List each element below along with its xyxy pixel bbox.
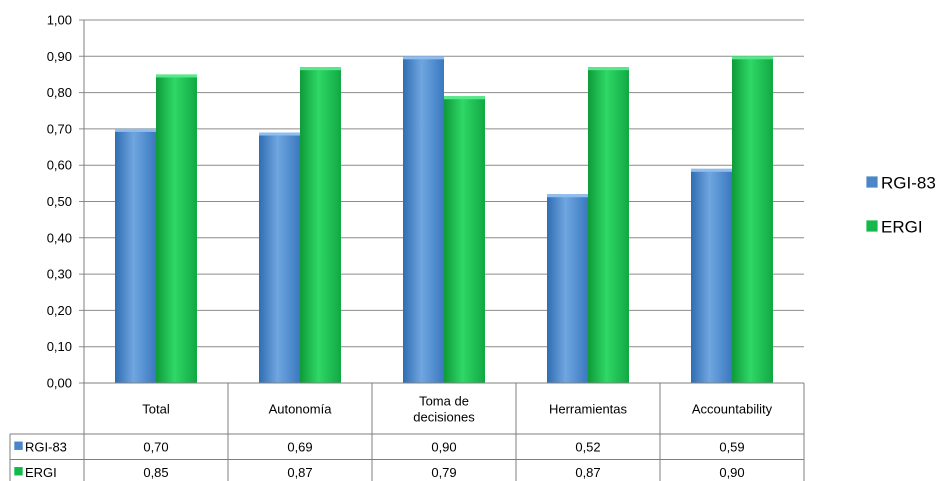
data-label: 0,87	[287, 465, 312, 480]
legend-swatch	[865, 175, 879, 189]
y-tick-label: 0,60	[47, 158, 72, 173]
x-tick-label: Total	[142, 402, 170, 417]
y-tick-label: 0,80	[47, 85, 72, 100]
data-label: 0,59	[719, 439, 744, 454]
legend: RGI-83 ERGI	[865, 174, 936, 237]
legend-swatch	[865, 219, 879, 233]
data-label: 0,90	[431, 439, 456, 454]
x-tick-label: Toma de	[419, 394, 469, 409]
series-name-label: ERGI	[25, 465, 57, 480]
bar-cap	[259, 132, 300, 136]
data-label: 0,90	[719, 465, 744, 480]
y-tick-label: 0,30	[47, 267, 72, 282]
y-tick-label: 0,90	[47, 49, 72, 64]
bar-RGI-83-2	[403, 56, 444, 384]
x-tick-label: Accountability	[692, 402, 773, 417]
bar-ERGI-4	[732, 56, 773, 384]
data-label: 0,79	[431, 465, 456, 480]
data-label: 0,87	[575, 465, 600, 480]
legend-label: RGI-83	[881, 174, 936, 193]
y-tick-label: 0,00	[47, 376, 72, 391]
bar-cap	[547, 194, 588, 198]
series-name-label: RGI-83	[25, 439, 67, 454]
bar-cap	[300, 67, 341, 71]
y-tick-label: 0,70	[47, 121, 72, 136]
bar-RGI-83-1	[259, 132, 300, 383]
data-label: 0,70	[143, 439, 168, 454]
bars	[115, 56, 773, 384]
x-tick-label: Herramientas	[549, 402, 628, 417]
legend-key-ERGI	[13, 466, 24, 477]
bar-ERGI-3	[588, 67, 629, 383]
bar-cap	[444, 96, 485, 100]
legend-label: ERGI	[881, 218, 923, 237]
bar-RGI-83-3	[547, 194, 588, 383]
bar-cap	[588, 67, 629, 71]
bar-cap	[732, 56, 773, 60]
bar-cap	[403, 56, 444, 60]
y-tick-label: 0,20	[47, 303, 72, 318]
bar-ERGI-2	[444, 96, 485, 383]
y-tick-label: 0,40	[47, 230, 72, 245]
bar-RGI-83-4	[691, 168, 732, 383]
x-tick-label: Autonomía	[269, 402, 333, 417]
data-label: 0,85	[143, 465, 168, 480]
bar-cap	[115, 128, 156, 132]
y-tick-label: 0,10	[47, 339, 72, 354]
x-tick-label: decisiones	[413, 410, 475, 425]
data-label: 0,69	[287, 439, 312, 454]
bar-ERGI-0	[156, 74, 197, 383]
data-label: 0,52	[575, 439, 600, 454]
y-tick-label: 1,00	[47, 13, 72, 28]
legend-key-RGI-83	[13, 440, 24, 451]
y-tick-label: 0,50	[47, 194, 72, 209]
bar-RGI-83-0	[115, 128, 156, 383]
bar-ERGI-1	[300, 67, 341, 383]
bar-cap	[156, 74, 197, 78]
axes: 0,00 0,10 0,20 0,30 0,40 0,50 0,60 0,70 0,80 0,90…	[47, 13, 85, 391]
bar-cap	[691, 168, 732, 172]
